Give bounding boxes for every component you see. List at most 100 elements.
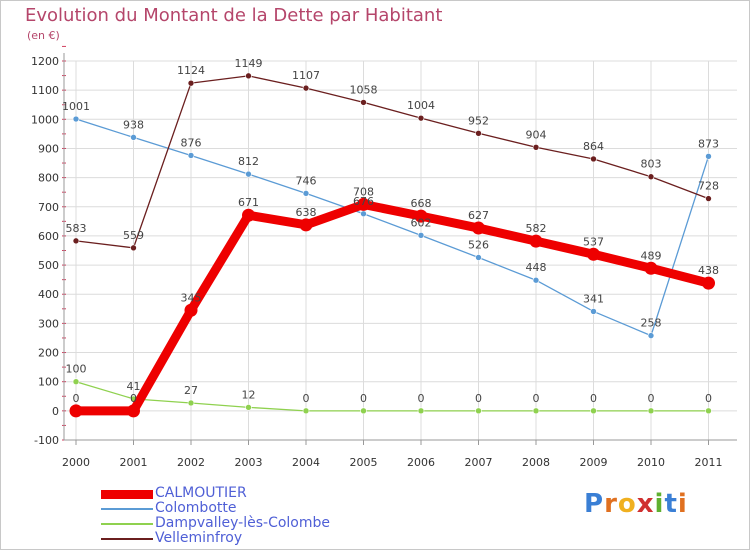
data-point (357, 197, 370, 211)
data-point (187, 152, 195, 159)
data-point (130, 134, 137, 141)
x-tick-label: 2004 (292, 456, 320, 469)
logo-letter: P (584, 489, 605, 519)
x-tick-label: 2005 (350, 456, 378, 469)
legend-label: Colombotte (155, 500, 237, 516)
data-label: 676 (353, 195, 374, 208)
logo-letter: t (664, 489, 678, 519)
data-label: 952 (468, 114, 489, 127)
data-label: 100 (66, 363, 87, 376)
data-point (72, 378, 80, 385)
logo-letter: i (654, 489, 665, 519)
data-point (590, 308, 597, 315)
logo-letter: x (636, 489, 655, 519)
data-label: 0 (590, 392, 597, 405)
legend-label: CALMOUTIER (155, 485, 247, 501)
data-label: 41 (127, 380, 141, 393)
x-tick-label: 2001 (120, 456, 148, 469)
data-point (702, 276, 715, 290)
x-tick-label: 2006 (407, 456, 435, 469)
data-point (644, 261, 658, 275)
data-point (360, 99, 367, 106)
data-point (69, 404, 83, 418)
y-tick-label: 800 (38, 172, 59, 185)
data-point (475, 130, 482, 137)
data-label: 864 (583, 140, 604, 153)
data-label: 873 (698, 137, 719, 150)
data-label: 938 (123, 118, 144, 131)
data-label: 0 (418, 392, 425, 405)
x-tick-label: 2010 (637, 456, 665, 469)
data-point (360, 210, 367, 218)
data-label: 812 (238, 155, 259, 168)
data-point (532, 276, 540, 284)
data-point (590, 155, 597, 163)
data-point (532, 143, 540, 151)
data-label: 0 (533, 392, 540, 405)
data-label: 537 (583, 235, 604, 248)
x-tick-label: 2009 (580, 456, 608, 469)
data-label: 526 (468, 238, 489, 251)
data-label: 258 (641, 317, 662, 330)
data-point (647, 407, 655, 415)
data-label: 27 (184, 384, 198, 397)
data-point (647, 173, 655, 181)
y-tick-label: 400 (38, 288, 59, 301)
x-tick-label: 2011 (695, 456, 723, 469)
data-label: 627 (468, 209, 489, 222)
data-point (187, 79, 195, 87)
data-point (475, 254, 482, 261)
data-point (417, 407, 425, 415)
data-label: 489 (641, 249, 662, 262)
data-label: 0 (648, 392, 655, 405)
data-label: 876 (181, 136, 202, 149)
logo-letter: o (617, 489, 637, 519)
data-point (245, 404, 252, 411)
data-label: 668 (411, 197, 432, 210)
legend-label: Dampvalley-lès-Colombe (155, 515, 331, 531)
data-point (302, 84, 310, 92)
data-point (360, 407, 367, 415)
y-tick-label: 500 (38, 259, 59, 272)
data-point (245, 170, 252, 178)
y-tick-label: 300 (38, 317, 59, 330)
y-tick-label: 900 (38, 142, 59, 155)
data-point (245, 72, 252, 80)
data-label: 448 (526, 261, 547, 274)
series-line-Velleminfroy (75, 75, 710, 249)
data-label: 0 (303, 392, 310, 405)
data-label: 559 (123, 229, 144, 242)
data-point (72, 115, 80, 123)
data-point (705, 153, 712, 160)
x-tick-label: 2008 (522, 456, 550, 469)
data-point (590, 407, 597, 415)
x-tick-label: 2007 (465, 456, 493, 469)
data-point (184, 303, 198, 317)
data-label: 1107 (292, 69, 320, 82)
y-tick-label: 0 (52, 405, 59, 418)
legend-swatch (101, 489, 153, 499)
data-point (302, 190, 310, 197)
chart-unit-label: (en €) (27, 29, 60, 42)
data-point (417, 232, 425, 239)
data-point (705, 195, 712, 202)
logo-letter: i (677, 489, 688, 519)
data-point (414, 209, 428, 223)
x-tick-label: 2002 (177, 456, 205, 469)
data-label: 0 (130, 392, 137, 405)
data-point (472, 221, 485, 235)
data-label: 0 (705, 392, 712, 405)
data-point (587, 247, 600, 261)
series-line-Dampvalley-lès-Colombe (75, 381, 710, 412)
y-tick-label: 200 (38, 347, 59, 360)
chart-title: Evolution du Montant de la Dette par Hab… (25, 5, 443, 26)
data-point (72, 237, 80, 245)
data-label: 0 (475, 392, 482, 405)
data-label: 12 (242, 388, 256, 401)
x-tick-label: 2000 (62, 456, 90, 469)
data-point (302, 407, 310, 415)
y-tick-label: 700 (38, 201, 59, 214)
y-tick-label: -100 (34, 434, 59, 447)
data-label: 0 (73, 392, 80, 405)
